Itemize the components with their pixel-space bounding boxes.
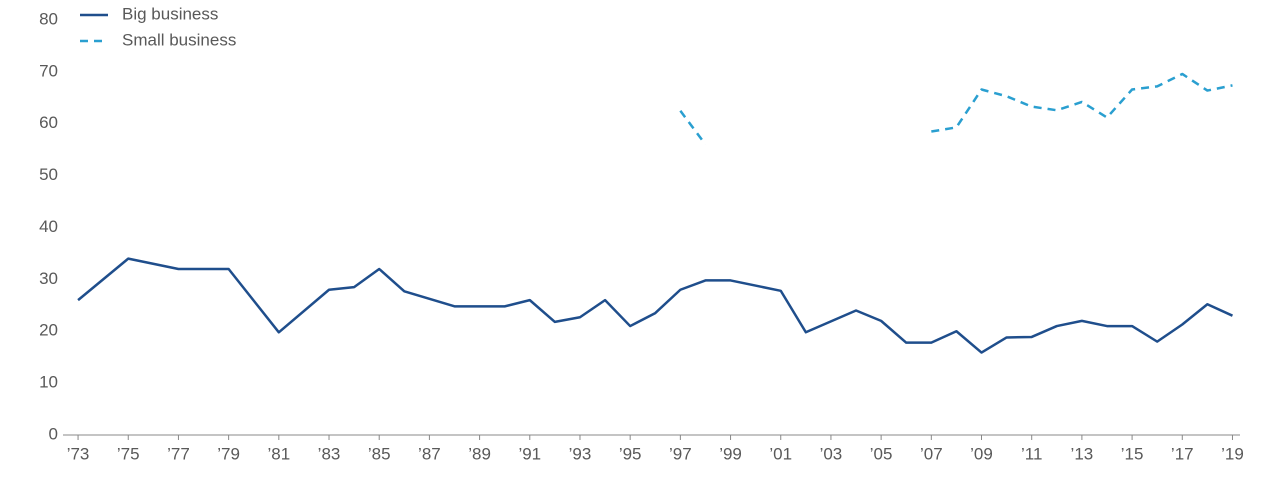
legend-label: Small business (122, 30, 236, 49)
series-line (77, 257, 1233, 354)
y-tick-label: 60 (39, 113, 58, 132)
x-tick-label: ’99 (719, 444, 742, 463)
x-tick-label: ’97 (669, 444, 692, 463)
x-tick-label: ’01 (769, 444, 792, 463)
x-tick-label: ’19 (1221, 444, 1244, 463)
y-tick-label: 80 (39, 9, 58, 28)
x-tick-label: ’95 (619, 444, 642, 463)
x-tick-label: ’93 (569, 444, 592, 463)
x-tick-label: ’77 (167, 444, 190, 463)
x-tick-label: ’79 (217, 444, 240, 463)
y-tick-label: 0 (49, 424, 58, 443)
y-tick-label: 30 (39, 269, 58, 288)
x-tick-label: ’87 (418, 444, 441, 463)
x-tick-label: ’13 (1071, 444, 1094, 463)
y-tick-label: 70 (39, 61, 58, 80)
x-tick-label: ’73 (67, 444, 90, 463)
x-tick-label: ’89 (468, 444, 491, 463)
series-line (679, 72, 1233, 146)
x-tick-label: ’09 (970, 444, 993, 463)
x-tick-label: ’17 (1171, 444, 1194, 463)
x-tick-label: ’85 (368, 444, 391, 463)
y-tick-label: 50 (39, 165, 58, 184)
x-tick-label: ’81 (267, 444, 290, 463)
x-tick-label: ’83 (318, 444, 341, 463)
x-tick-label: ’15 (1121, 444, 1144, 463)
x-tick-label: ’75 (117, 444, 140, 463)
x-tick-label: ’05 (870, 444, 893, 463)
legend-label: Big business (122, 4, 218, 23)
y-tick-label: 10 (39, 373, 58, 392)
y-tick-label: 40 (39, 217, 58, 236)
x-tick-label: ’91 (518, 444, 541, 463)
x-tick-label: ’11 (1021, 444, 1042, 463)
x-tick-label: ’07 (920, 444, 943, 463)
x-tick-label: ’03 (820, 444, 843, 463)
y-tick-label: 20 (39, 321, 58, 340)
